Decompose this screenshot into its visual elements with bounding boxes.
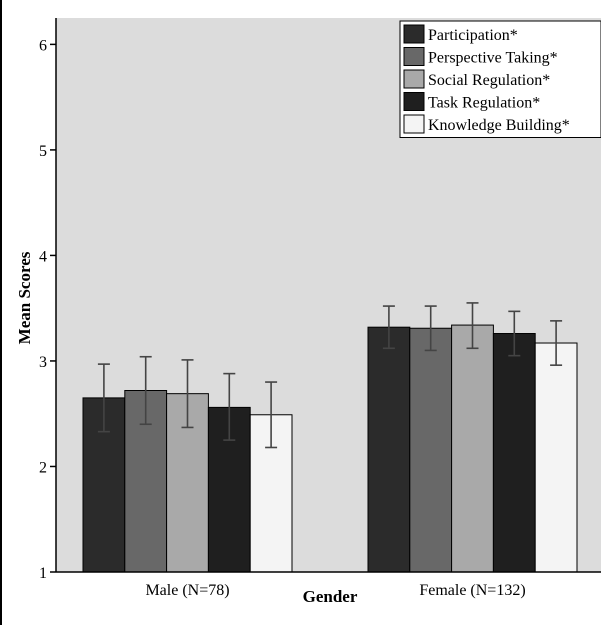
legend-swatch — [403, 114, 425, 134]
x-tick-label: Male (N=78) — [145, 582, 229, 599]
legend-swatch — [403, 92, 425, 111]
legend-swatch — [403, 24, 425, 44]
legend-box — [399, 20, 601, 138]
x-tick-label: Female (N=132) — [419, 582, 525, 599]
legend-label: Perspective Taking* — [428, 50, 558, 67]
bar — [451, 324, 494, 573]
legend-swatch — [403, 47, 425, 66]
bars — [82, 324, 578, 573]
y-tick-label: 3 — [39, 354, 47, 371]
y-tick-label: 2 — [39, 459, 47, 476]
y-tick-label: 4 — [39, 248, 47, 265]
y-tick-label: 5 — [39, 143, 47, 160]
bar — [534, 342, 578, 573]
bar — [492, 333, 536, 573]
legend-label: Knowledge Building* — [428, 117, 570, 134]
x-axis-title: Gender — [303, 587, 358, 606]
y-tick-label: 6 — [39, 37, 47, 54]
legend-swatch — [403, 69, 425, 89]
legend-label: Social Regulation* — [428, 72, 550, 89]
y-axis-title: Mean Scores — [15, 251, 34, 344]
legend-label: Task Regulation* — [428, 95, 540, 112]
error-bars — [97, 302, 563, 449]
y-tick-label: 1 — [39, 565, 47, 582]
bar — [409, 327, 453, 573]
x-axis-tick-labels: Male (N=78) Female (N=132) — [145, 582, 525, 599]
legend: Participation* Perspective Taking* Social … — [399, 20, 601, 138]
y-axis-ticks: 1 2 3 4 5 6 — [39, 37, 56, 582]
legend-label: Participation* — [428, 27, 518, 44]
bar — [367, 326, 411, 573]
